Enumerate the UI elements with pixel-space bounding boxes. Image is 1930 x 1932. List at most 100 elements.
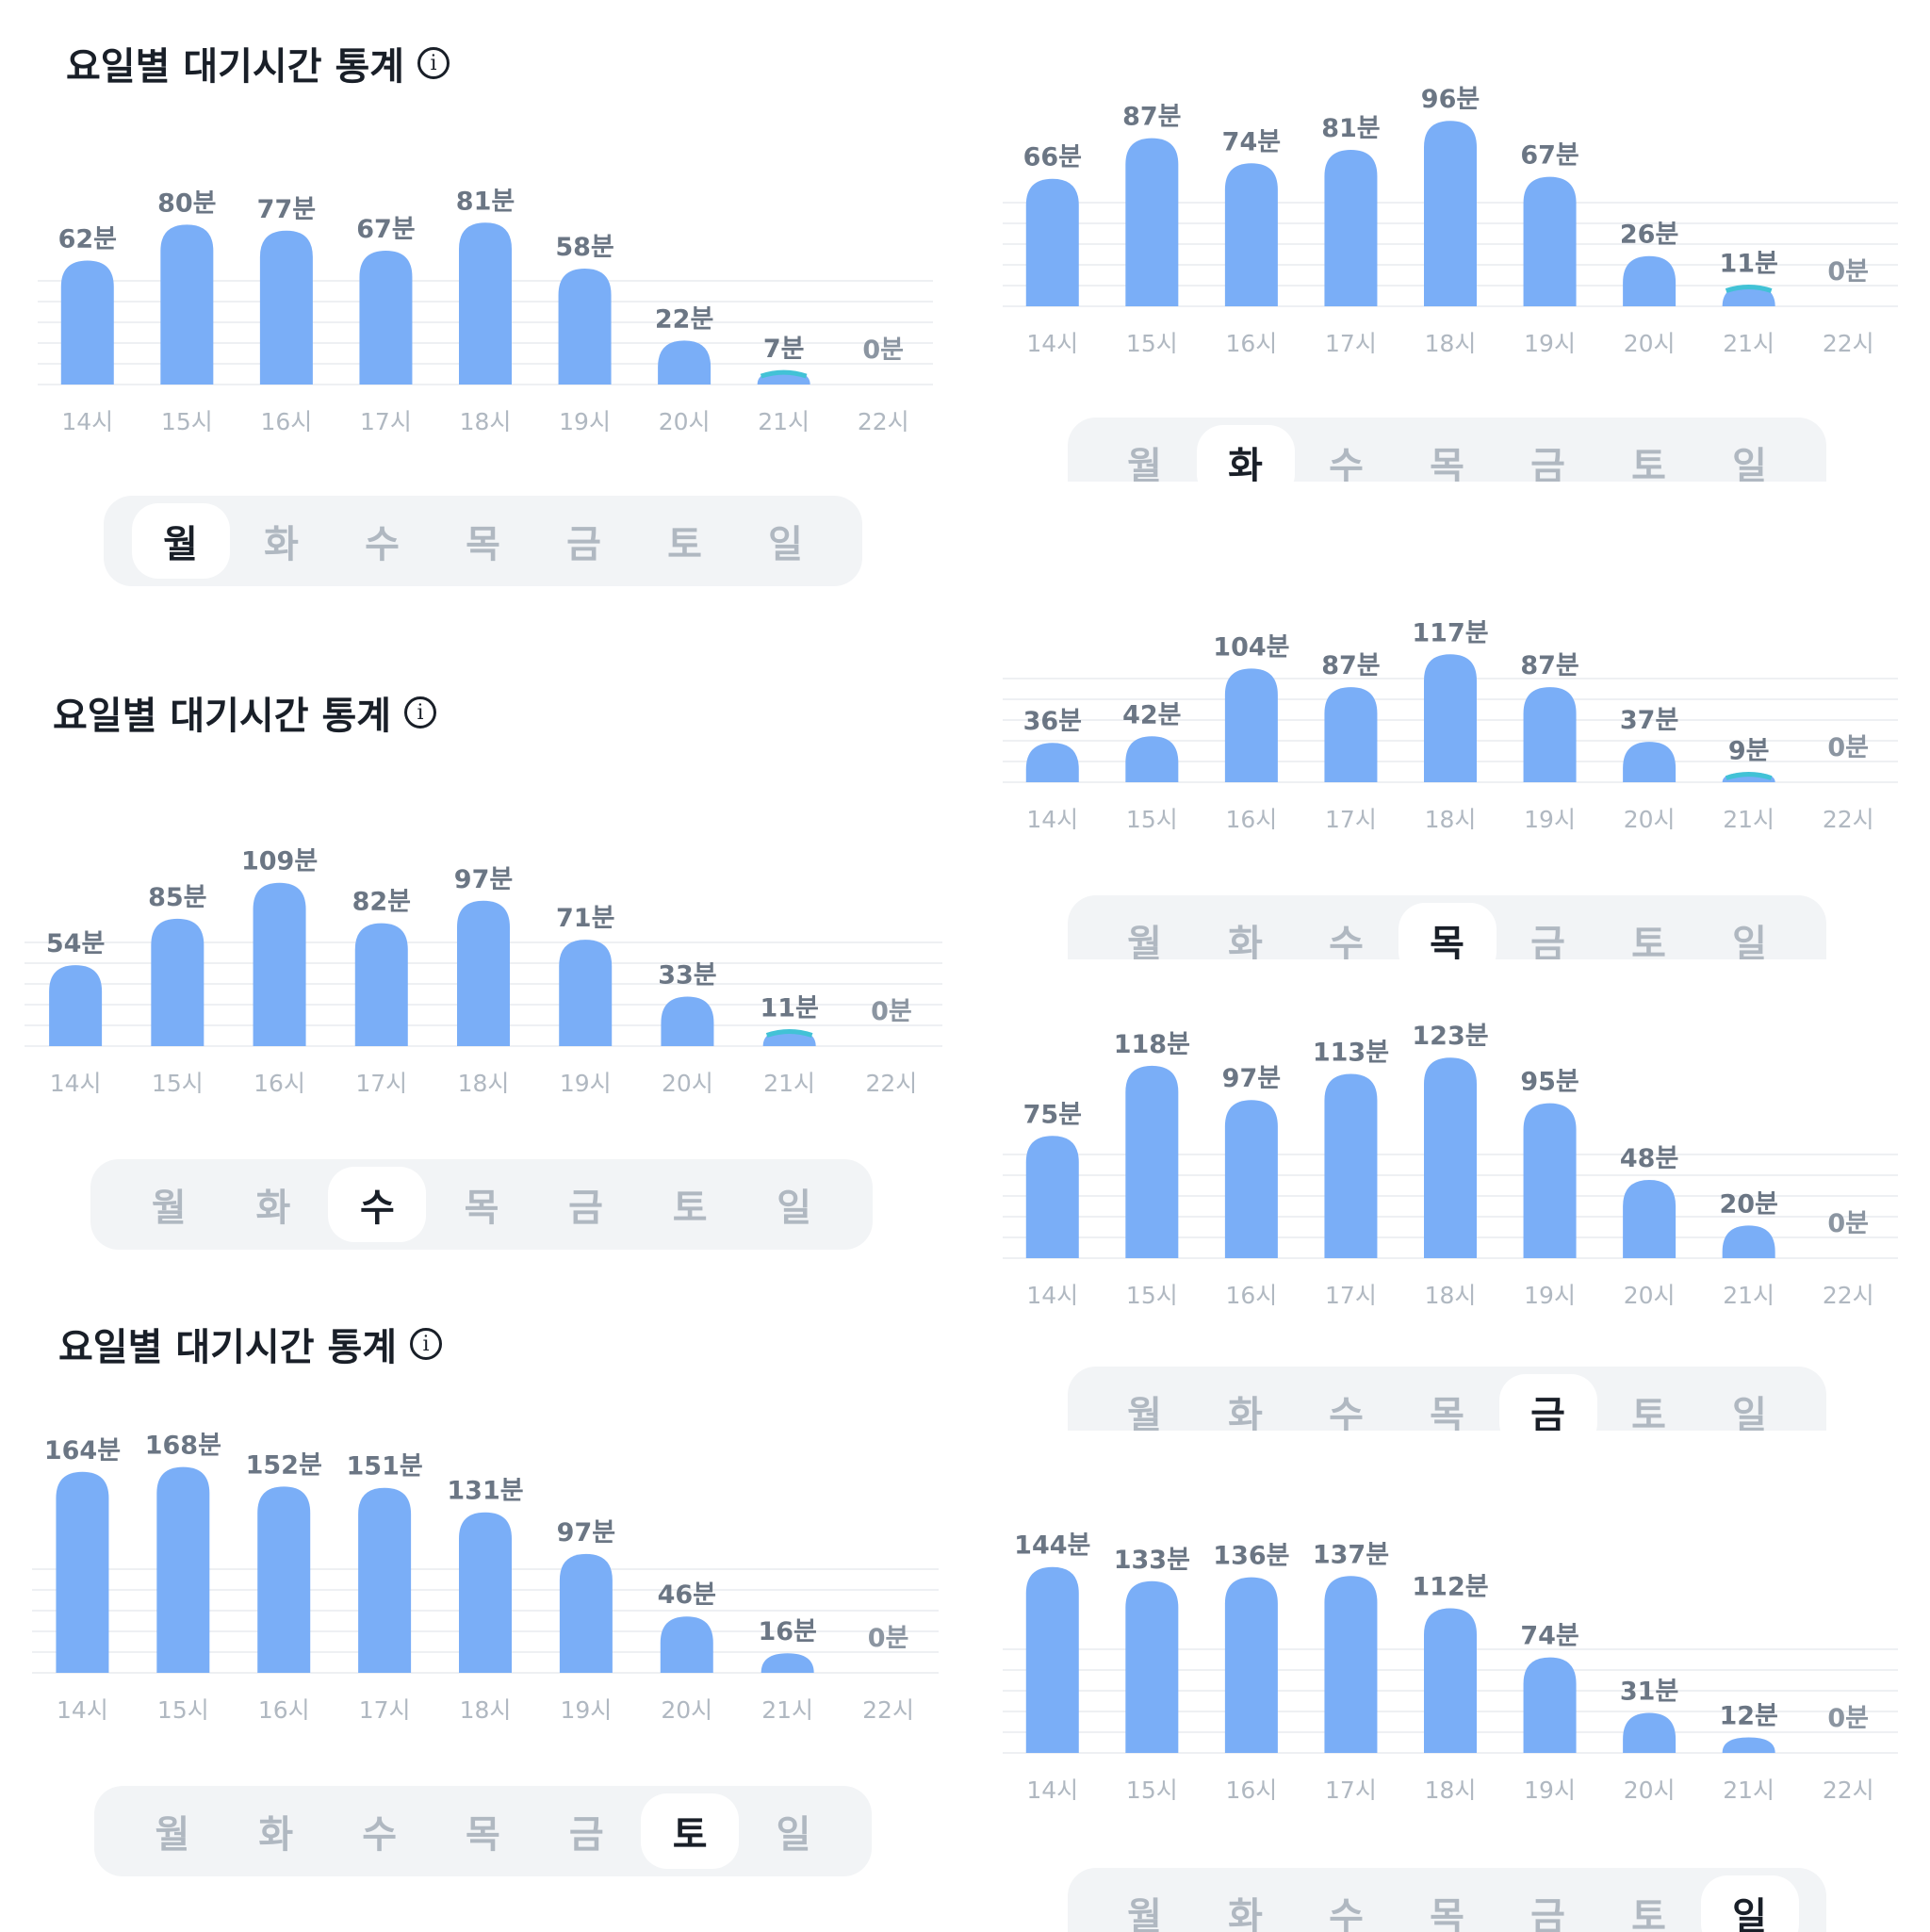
day-tab[interactable]: 금	[566, 523, 601, 566]
bar-chart-fri: 75분 14시 118분 15시 97분 16시 113분 17시 123분 18시 95분 19시 4…	[1003, 1022, 1898, 1309]
bar-value-label: 0분	[1827, 1704, 1869, 1733]
bar-value-label: 81분	[456, 187, 515, 216]
day-tab[interactable]: 월	[155, 1813, 190, 1857]
info-icon[interactable]: i	[417, 47, 450, 79]
x-tick-label: 22시	[1823, 1776, 1874, 1804]
x-tick-label: 19시	[1524, 330, 1576, 357]
day-tab[interactable]: 수	[1329, 923, 1364, 959]
bar	[761, 1653, 814, 1673]
day-tab[interactable]: 월	[131, 503, 230, 579]
day-tab[interactable]: 일	[768, 523, 803, 566]
day-tab[interactable]: 일	[776, 1813, 811, 1857]
bar-value-label: 136분	[1213, 1542, 1289, 1571]
bar	[156, 1466, 210, 1673]
day-tab[interactable]: 일	[777, 1187, 812, 1230]
day-tab[interactable]: 목	[1398, 903, 1497, 959]
day-tab[interactable]: 월	[1127, 445, 1162, 482]
x-tick-label: 22시	[862, 1696, 914, 1724]
x-tick-label: 18시	[460, 408, 512, 435]
day-tab[interactable]: 토	[1631, 1394, 1666, 1431]
bar	[661, 996, 714, 1046]
day-tab[interactable]: 목	[1430, 1895, 1464, 1932]
day-tab[interactable]: 토	[1631, 1895, 1666, 1932]
bar-value-label: 95분	[1520, 1068, 1578, 1097]
x-tick-label: 16시	[1225, 1282, 1277, 1309]
day-tab[interactable]: 수	[1329, 1394, 1364, 1431]
info-icon[interactable]: i	[404, 696, 437, 729]
x-tick-label: 17시	[360, 408, 412, 435]
x-tick-label: 20시	[661, 1696, 712, 1724]
x-tick-label: 15시	[1126, 330, 1178, 357]
day-tab[interactable]: 화	[1228, 923, 1263, 959]
bar-chart-sun: 144분 14시 133분 15시 136분 16시 137분 17시 112분 18시 74분 19…	[1003, 1531, 1898, 1804]
bar	[559, 940, 613, 1046]
info-icon[interactable]: i	[410, 1328, 443, 1360]
day-tab[interactable]: 월	[151, 1187, 187, 1230]
bar-value-label: 97분	[557, 1518, 615, 1547]
bar	[1125, 736, 1179, 782]
bar-value-label: 71분	[556, 904, 614, 933]
bar-value-label: 151분	[347, 1452, 423, 1482]
day-tab[interactable]: 토	[667, 523, 702, 566]
x-tick-label: 17시	[1325, 1282, 1377, 1309]
bar-value-label: 31분	[1620, 1678, 1678, 1707]
chart-title-text: 요일별 대기시간 통계	[66, 45, 405, 89]
bar	[1224, 1100, 1278, 1258]
bar-value-label: 12분	[1719, 1702, 1777, 1731]
day-tab[interactable]: 수	[1329, 1895, 1364, 1932]
x-tick-label: 21시	[763, 1070, 815, 1097]
x-tick-label: 21시	[761, 1696, 813, 1724]
day-tab[interactable]: 화	[255, 1187, 291, 1230]
day-tab[interactable]: 수	[365, 523, 400, 566]
bar-value-label: 20분	[1719, 1189, 1777, 1219]
bar	[60, 260, 114, 385]
day-tab[interactable]: 월	[1127, 1895, 1162, 1932]
day-tab[interactable]: 월	[1127, 1394, 1162, 1431]
day-tab[interactable]: 토	[1631, 923, 1666, 959]
x-tick-label: 14시	[61, 408, 113, 435]
day-tab[interactable]: 금	[568, 1813, 604, 1857]
x-tick-label: 20시	[662, 1070, 713, 1097]
day-tab[interactable]: 일	[1700, 1875, 1799, 1932]
bar	[1623, 1179, 1676, 1258]
day-tab[interactable]: 금	[1530, 923, 1565, 959]
bar-value-label: 82분	[352, 888, 411, 917]
bar-chart-sat: 164분 14시 168분 15시 152분 16시 151분 17시 131분 18시 97분 19…	[32, 1432, 939, 1724]
x-tick-label: 19시	[560, 1070, 612, 1097]
bar	[1125, 1580, 1179, 1753]
day-tab[interactable]: 목	[1430, 445, 1464, 482]
bar-value-label: 87분	[1321, 651, 1380, 680]
x-tick-label: 22시	[865, 1070, 917, 1097]
day-tab[interactable]: 토	[1631, 445, 1666, 482]
day-tab[interactable]: 수	[1329, 445, 1364, 482]
day-tab[interactable]: 금	[1498, 1374, 1597, 1431]
day-tab[interactable]: 금	[1530, 445, 1565, 482]
day-tab[interactable]: 일	[1732, 445, 1767, 482]
x-tick-label: 17시	[355, 1070, 407, 1097]
day-tab[interactable]: 화	[1228, 1895, 1263, 1932]
day-tab[interactable]: 금	[1530, 1895, 1565, 1932]
day-tab[interactable]: 수	[362, 1813, 398, 1857]
bar	[1523, 176, 1577, 306]
bar	[660, 1616, 713, 1673]
day-tab[interactable]: 목	[466, 523, 500, 566]
day-tab[interactable]: 목	[466, 1813, 500, 1857]
day-tab[interactable]: 토	[641, 1793, 740, 1869]
day-tab[interactable]: 일	[1732, 923, 1767, 959]
bar-value-label: 33분	[658, 961, 716, 991]
x-tick-label: 20시	[659, 408, 711, 435]
day-tab[interactable]: 금	[568, 1187, 603, 1230]
bar-highlight	[760, 369, 808, 379]
day-tab[interactable]: 수	[328, 1167, 427, 1242]
day-tab[interactable]: 목	[1430, 1394, 1464, 1431]
day-tab[interactable]: 월	[1127, 923, 1162, 959]
day-tab[interactable]: 토	[672, 1187, 708, 1230]
day-tab[interactable]: 목	[464, 1187, 499, 1230]
bar-highlight	[1725, 772, 1773, 780]
day-tab[interactable]: 화	[1196, 425, 1295, 482]
day-tab[interactable]: 화	[264, 523, 299, 566]
day-tab[interactable]: 일	[1732, 1394, 1767, 1431]
day-tab[interactable]: 화	[1228, 1394, 1263, 1431]
day-tab[interactable]: 화	[258, 1813, 294, 1857]
